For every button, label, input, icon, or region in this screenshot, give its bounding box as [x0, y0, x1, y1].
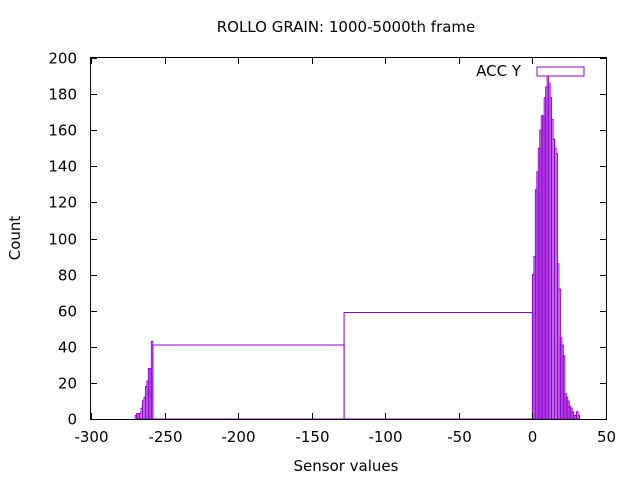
- x-axis-label: Sensor values: [294, 457, 399, 475]
- x-tick-label: -100: [368, 428, 402, 446]
- x-tick-label: -200: [221, 428, 255, 446]
- legend-label: ACC Y: [476, 62, 522, 80]
- y-axis: 0 20 40 60 80 100 120 140 160 180 200: [48, 50, 606, 429]
- chart-title: ROLLO GRAIN: 1000-5000th frame: [217, 18, 476, 36]
- y-tick-label: 100: [48, 231, 77, 249]
- x-tick-label: -300: [74, 428, 108, 446]
- y-tick-label: 20: [58, 375, 77, 393]
- bars-group: [134, 75, 581, 420]
- histogram-bar: [152, 344, 345, 420]
- legend: ACC Y: [476, 62, 585, 80]
- y-tick-label: 120: [48, 194, 77, 212]
- y-tick-label: 140: [48, 158, 77, 176]
- x-axis: -300 -250 -200 -150 -100 -50 0 50: [74, 58, 616, 446]
- legend-swatch: [536, 66, 585, 77]
- x-tick-label: 0: [528, 428, 538, 446]
- y-tick-label: 200: [48, 50, 77, 68]
- x-tick-label: -50: [447, 428, 472, 446]
- x-tick-label: 50: [597, 428, 616, 446]
- x-tick-label: -250: [148, 428, 182, 446]
- y-tick-label: 0: [67, 411, 77, 429]
- y-tick-label: 40: [58, 339, 77, 357]
- y-tick-label: 160: [48, 122, 77, 140]
- y-tick-label: 180: [48, 86, 77, 104]
- plot-frame: [90, 57, 607, 420]
- x-tick-label: -150: [295, 428, 329, 446]
- y-axis-label: Count: [6, 216, 24, 261]
- y-tick-label: 80: [58, 267, 77, 285]
- histogram-bar: [577, 414, 581, 420]
- y-tick-label: 60: [58, 303, 77, 321]
- histogram-bar: [343, 312, 533, 420]
